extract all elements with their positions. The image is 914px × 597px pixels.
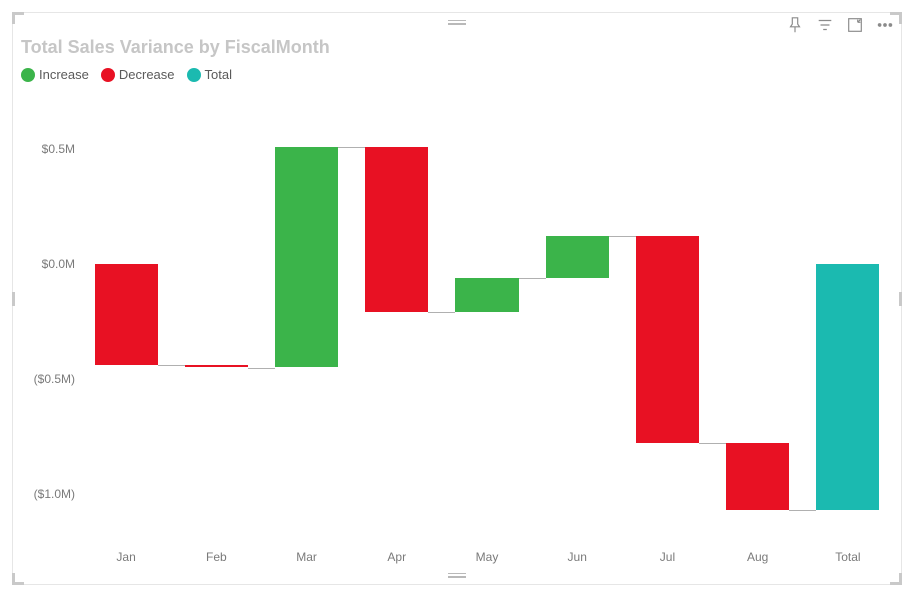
waterfall-connector	[699, 443, 726, 444]
x-axis: Jan Feb Mar Apr May Jun Jul Aug Total	[81, 544, 893, 566]
chart-area: $0.5M $0.0M ($0.5M) ($1.0M) Jan Feb Mar Apr May…	[21, 103, 893, 566]
waterfall-bar[interactable]	[365, 147, 428, 313]
more-options-icon[interactable]	[875, 15, 895, 35]
resize-handle-br[interactable]	[890, 573, 902, 585]
legend-label: Total	[205, 67, 232, 82]
drag-handle-bottom[interactable]	[446, 571, 468, 579]
visual-container: Total Sales Variance by FiscalMonth Incr…	[12, 12, 902, 585]
waterfall-bar[interactable]	[816, 264, 879, 510]
x-tick-label: Apr	[387, 550, 406, 564]
x-tick-label: Jun	[568, 550, 587, 564]
resize-handle-tl[interactable]	[12, 12, 24, 24]
waterfall-connector	[248, 368, 275, 369]
resize-handle-left[interactable]	[12, 292, 15, 306]
legend-swatch-decrease	[101, 68, 115, 82]
x-tick-label: Jul	[660, 550, 675, 564]
pin-icon[interactable]	[785, 15, 805, 35]
x-tick-label: Jan	[116, 550, 135, 564]
waterfall-bar[interactable]	[275, 147, 338, 368]
y-axis: $0.5M $0.0M ($0.5M) ($1.0M)	[21, 103, 81, 566]
waterfall-bar[interactable]	[455, 278, 518, 313]
filter-icon[interactable]	[815, 15, 835, 35]
resize-handle-right[interactable]	[899, 292, 902, 306]
waterfall-bar[interactable]	[546, 236, 609, 277]
focus-mode-icon[interactable]	[845, 15, 865, 35]
waterfall-connector	[519, 278, 546, 279]
plot-area[interactable]	[81, 103, 893, 540]
legend-swatch-increase	[21, 68, 35, 82]
x-tick-label: Mar	[296, 550, 317, 564]
waterfall-bar[interactable]	[726, 443, 789, 510]
waterfall-bar[interactable]	[636, 236, 699, 443]
legend-item-decrease[interactable]: Decrease	[101, 67, 175, 82]
waterfall-bar[interactable]	[185, 365, 248, 367]
waterfall-connector	[428, 312, 455, 313]
y-tick-label: $0.0M	[42, 257, 75, 271]
waterfall-connector	[158, 365, 185, 366]
y-tick-label: ($1.0M)	[34, 487, 75, 501]
legend-item-total[interactable]: Total	[187, 67, 232, 82]
x-tick-label: Feb	[206, 550, 227, 564]
y-tick-label: $0.5M	[42, 142, 75, 156]
x-tick-label: Total	[835, 550, 860, 564]
waterfall-connector	[609, 236, 636, 237]
x-tick-label: May	[476, 550, 499, 564]
legend-swatch-total	[187, 68, 201, 82]
legend-label: Decrease	[119, 67, 175, 82]
waterfall-bar[interactable]	[95, 264, 158, 365]
legend-label: Increase	[39, 67, 89, 82]
drag-handle-top[interactable]	[446, 18, 468, 26]
x-tick-label: Aug	[747, 550, 768, 564]
waterfall-connector	[789, 510, 816, 511]
y-tick-label: ($0.5M)	[34, 372, 75, 386]
chart-title: Total Sales Variance by FiscalMonth	[21, 37, 330, 58]
visual-toolbar	[785, 11, 895, 39]
waterfall-connector	[338, 147, 365, 148]
resize-handle-bl[interactable]	[12, 573, 24, 585]
chart-legend: Increase Decrease Total	[21, 67, 232, 82]
legend-item-increase[interactable]: Increase	[21, 67, 89, 82]
